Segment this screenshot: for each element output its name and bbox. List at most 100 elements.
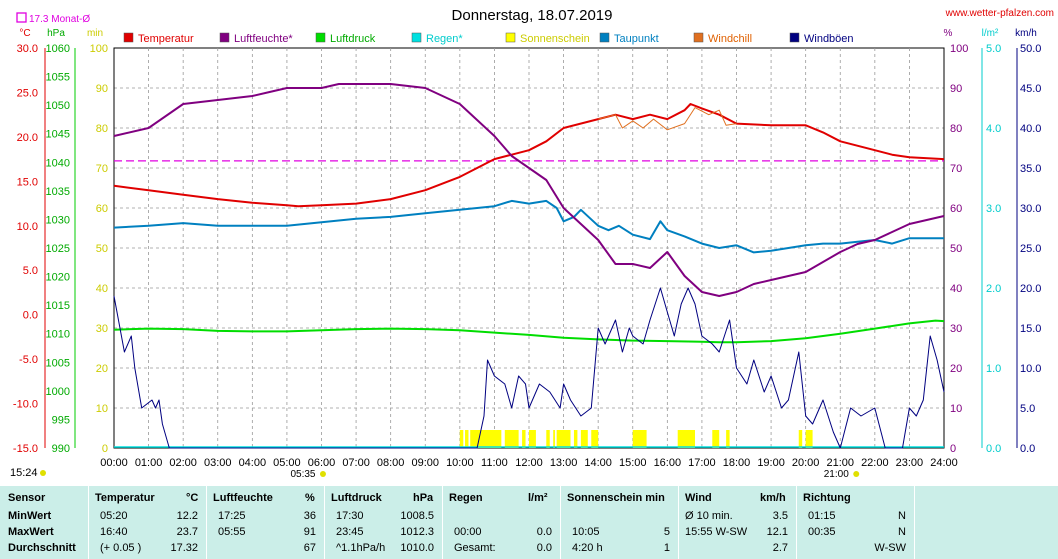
tick-label-temp: 25.0 — [17, 87, 38, 99]
tick-label-percent: 50 — [950, 243, 962, 255]
col-unit-humidity: % — [305, 492, 315, 504]
col-unit-rain: l/m² — [528, 492, 548, 504]
x-tick-label: 05:00 — [273, 457, 301, 469]
table-cell-press_val: 1008.5 — [400, 510, 434, 522]
sunshine-bar — [556, 430, 571, 448]
axis-unit-pressure: hPa — [47, 28, 65, 39]
tick-label-pressure: 1040 — [46, 157, 70, 169]
current-time: 15:24 — [10, 467, 38, 479]
tick-label-pressure: 1030 — [46, 214, 70, 226]
sunshine-bar — [726, 430, 730, 448]
legend-swatch — [505, 32, 516, 43]
x-tick-label: 01:00 — [135, 457, 163, 469]
tick-label-percent: 80 — [950, 123, 962, 135]
x-tick-label: 06:00 — [308, 457, 336, 469]
tick-label-pressure: 1000 — [46, 386, 70, 398]
x-mark-label: 21:00 — [824, 469, 849, 480]
site-link[interactable]: www.wetter-pfalzen.com — [945, 8, 1054, 19]
x-tick-label: 12:00 — [515, 457, 543, 469]
legend-label: Regen* — [426, 33, 463, 45]
table-cell-temp_val: 17.32 — [170, 542, 198, 554]
tick-label-pressure: 1060 — [46, 43, 70, 55]
legend-label: Luftdruck — [330, 33, 376, 45]
tick-label-minutes: 0 — [102, 443, 108, 455]
tick-label-minutes: 20 — [96, 363, 108, 375]
tick-label-minutes: 30 — [96, 323, 108, 335]
x-tick-label: 03:00 — [204, 457, 232, 469]
col-header-wind: Wind — [685, 492, 712, 504]
sun-indicator-icon — [40, 470, 46, 476]
sunshine-bar — [580, 430, 588, 448]
tick-label-percent: 20 — [950, 363, 962, 375]
sunshine-bar — [465, 430, 469, 448]
series-line-taupunkt — [113, 199, 944, 254]
tick-label-minutes: 70 — [96, 163, 108, 175]
col-header-rain: Regen — [449, 492, 483, 504]
tick-label-percent: 70 — [950, 163, 962, 175]
sunshine-bar — [504, 430, 519, 448]
col-header-temperature: Temperatur — [95, 492, 155, 504]
table-cell-sun_time: 10:05 — [572, 526, 600, 538]
sunshine-bar — [470, 430, 502, 448]
plot-area: 30.0 25.0 20.0 15.0 10.0 5.0 0.0 -5.0 -10.0 -15.0… — [13, 28, 1042, 480]
x-tick-label: 18:00 — [723, 457, 751, 469]
col-unit-temperature: °C — [186, 492, 199, 504]
legend-label: Sonnenschein — [520, 33, 590, 45]
x-tick-label: 16:00 — [654, 457, 682, 469]
col-unit-pressure: hPa — [413, 492, 434, 504]
table-cell-hum_val: 36 — [303, 510, 316, 522]
avg-legend-icon — [16, 12, 27, 23]
series-line-luftdruck — [113, 319, 945, 344]
x-tick-label: 02:00 — [169, 457, 197, 469]
table-cell-rain_val: 0.0 — [536, 526, 552, 538]
tick-label-pressure: 1015 — [46, 300, 70, 312]
table-cell-press_time: ^1.1hPa/h — [336, 542, 386, 554]
legend-label: Windchill — [708, 33, 752, 45]
tick-label-wind: 45.0 — [1020, 83, 1041, 95]
table-cell-label: MinWert — [8, 510, 52, 522]
axis-unit-rain: l/m² — [982, 28, 999, 39]
axis-unit-minutes: min — [87, 28, 103, 39]
table-cell-dir_val: W-SW — [874, 542, 906, 554]
stats-table: Sensor Temperatur °C Luftfeuchte % Luftd… — [0, 486, 1058, 559]
table-cell-sun_time: 4:20 h — [572, 542, 603, 554]
sunshine-bar — [712, 430, 720, 448]
x-tick-label: 19:00 — [757, 457, 785, 469]
legend-swatch — [123, 32, 134, 43]
table-cell-temp_val: 12.2 — [176, 510, 198, 522]
tick-label-wind: 10.0 — [1020, 363, 1041, 375]
table-cell-wind_time: 15:55 W-SW — [685, 526, 748, 538]
x-tick-label: 08:00 — [377, 457, 405, 469]
chart-title: Donnerstag, 18.07.2019 — [452, 7, 613, 24]
tick-label-percent: 10 — [950, 403, 962, 415]
tick-label-wind: 20.0 — [1020, 283, 1041, 295]
weather-chart: Donnerstag, 18.07.2019 www.wetter-pfalze… — [10, 7, 1054, 480]
x-tick-label: 07:00 — [342, 457, 370, 469]
tick-label-rain: 0.0 — [986, 443, 1001, 455]
tick-label-wind: 15.0 — [1020, 323, 1041, 335]
series-line-windböen — [113, 287, 945, 449]
tick-label-pressure: 995 — [52, 414, 70, 426]
axis-unit-temp: °C — [19, 28, 30, 39]
series-line-luftfeuchte — [113, 83, 945, 297]
tick-label-wind: 25.0 — [1020, 243, 1041, 255]
tick-label-minutes: 40 — [96, 283, 108, 295]
sunshine-bar — [573, 430, 578, 448]
table-cell-press_val: 1010.0 — [400, 542, 434, 554]
tick-label-rain: 5.0 — [986, 43, 1001, 55]
table-cell-hum_val: 91 — [303, 526, 316, 538]
x-tick-label: 00:00 — [100, 457, 128, 469]
table-cell-hum_val: 67 — [303, 542, 316, 554]
legend-label: Taupunkt — [614, 33, 659, 45]
tick-label-wind: 0.0 — [1020, 443, 1035, 455]
table-cell-press_time: 23:45 — [336, 526, 364, 538]
tick-label-pressure: 1010 — [46, 329, 70, 341]
sunshine-bar — [632, 430, 647, 448]
tick-label-temp: 0.0 — [23, 310, 38, 322]
axis-unit-percent: % — [944, 28, 953, 39]
sunshine-bar — [553, 430, 555, 448]
x-tick-label: 04:00 — [239, 457, 267, 469]
tick-label-pressure: 1005 — [46, 357, 70, 369]
table-cell-label: Durchschnitt — [8, 542, 76, 554]
tick-label-minutes: 80 — [96, 123, 108, 135]
